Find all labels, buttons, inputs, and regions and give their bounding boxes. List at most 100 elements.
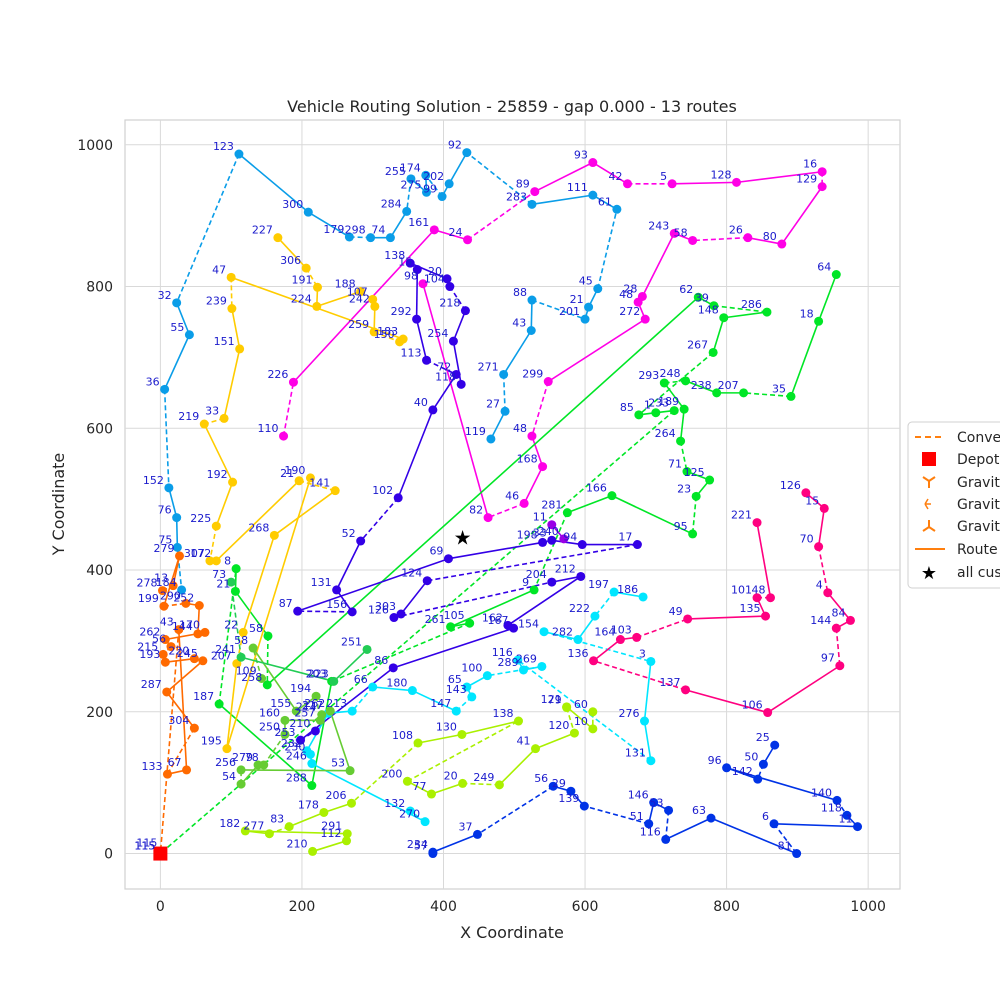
customer-point	[526, 326, 536, 336]
customer-point	[234, 149, 244, 159]
node-label: 233	[648, 397, 669, 410]
depot-label: 115	[136, 837, 157, 850]
node-label: 221	[731, 509, 752, 522]
node-label: 88	[513, 286, 527, 299]
legend-label-gravity-3: Gravit	[957, 519, 1000, 535]
node-label: 272	[619, 305, 640, 318]
node-label: 186	[617, 583, 638, 596]
customer-point	[279, 431, 289, 441]
route-segment	[665, 817, 712, 841]
node-label: 40	[414, 396, 428, 409]
node-label: 58	[234, 634, 248, 647]
node-label: 154	[518, 618, 539, 631]
node-label: 220	[168, 645, 189, 658]
route-segment	[517, 659, 652, 762]
customer-point	[330, 486, 340, 496]
node-label: 33	[533, 526, 547, 539]
customer-point	[765, 593, 775, 603]
customer-point	[722, 763, 732, 773]
node-label: 248	[660, 367, 681, 380]
route-segment	[827, 592, 852, 621]
customer-point	[706, 813, 716, 823]
node-label: 131	[311, 576, 332, 589]
node-label: 81	[778, 840, 792, 853]
customer-point	[296, 735, 306, 745]
route-segment	[234, 590, 269, 637]
customer-point	[442, 274, 452, 284]
route-segment	[531, 194, 593, 206]
node-label: 201	[559, 305, 580, 318]
node-label: 174	[400, 161, 421, 174]
customer-point	[569, 728, 579, 738]
legend-marker-depot	[922, 452, 936, 466]
node-label: 11	[839, 813, 853, 826]
customer-point	[823, 588, 833, 598]
route-segment	[533, 512, 569, 591]
customer-point	[456, 379, 466, 389]
customer-point	[486, 434, 496, 444]
node-label: 57	[414, 840, 428, 853]
node-label: 207	[718, 379, 739, 392]
customer-point	[402, 206, 412, 216]
node-label: 21	[280, 467, 294, 480]
customer-point	[573, 635, 583, 645]
customer-point	[238, 627, 248, 637]
customer-point	[428, 405, 438, 415]
customer-point	[752, 593, 762, 603]
route-segment	[498, 748, 537, 786]
route-segment	[422, 283, 489, 518]
route-segment	[530, 300, 533, 331]
node-label: 99	[423, 183, 437, 196]
customer-point	[547, 535, 557, 545]
node-label: 32	[158, 289, 172, 302]
route-segment	[373, 331, 400, 343]
customer-point	[205, 556, 215, 566]
customer-point	[451, 706, 461, 716]
node-label: 292	[391, 305, 412, 318]
customer-point	[428, 849, 438, 859]
route-segment	[594, 591, 615, 617]
node-label: 287	[141, 678, 162, 691]
route-segment	[641, 233, 675, 297]
node-label: 20	[444, 769, 458, 782]
customer-point	[615, 635, 625, 645]
customer-point	[193, 629, 203, 639]
customer-point	[273, 233, 283, 243]
customer-point	[448, 336, 458, 346]
node-label: 140	[811, 786, 832, 799]
customer-point	[164, 483, 174, 493]
customer-point	[402, 776, 412, 786]
node-label: 234	[407, 838, 428, 851]
customer-point	[288, 377, 298, 387]
route-segment	[427, 543, 638, 582]
x-tick-label: 200	[289, 899, 316, 915]
customer-point	[752, 518, 762, 528]
customer-point	[385, 233, 395, 243]
node-label: 73	[212, 568, 226, 581]
customer-point	[269, 530, 279, 540]
customer-point	[311, 691, 321, 701]
route-segment	[252, 647, 263, 679]
node-label: 218	[439, 297, 460, 310]
route-segment	[566, 706, 594, 730]
customer-point	[547, 577, 557, 587]
customer-point	[182, 765, 192, 775]
route-segment	[297, 610, 353, 613]
customer-point	[691, 491, 701, 501]
route-segment	[166, 691, 195, 729]
customer-point	[422, 355, 432, 365]
node-label: 304	[168, 714, 189, 727]
node-label: 102	[372, 484, 393, 497]
node-label: 20	[428, 265, 442, 278]
route-segment	[567, 494, 613, 514]
node-label: 210	[289, 717, 310, 730]
node-label: 259	[348, 318, 369, 331]
node-label: 253	[275, 726, 296, 739]
node-label: 79	[548, 694, 562, 707]
route-segment	[543, 630, 579, 641]
customer-point	[590, 611, 600, 621]
customer-point	[346, 798, 356, 808]
node-label: 109	[236, 664, 257, 677]
route-segment	[613, 591, 644, 598]
customer-point	[262, 680, 272, 690]
